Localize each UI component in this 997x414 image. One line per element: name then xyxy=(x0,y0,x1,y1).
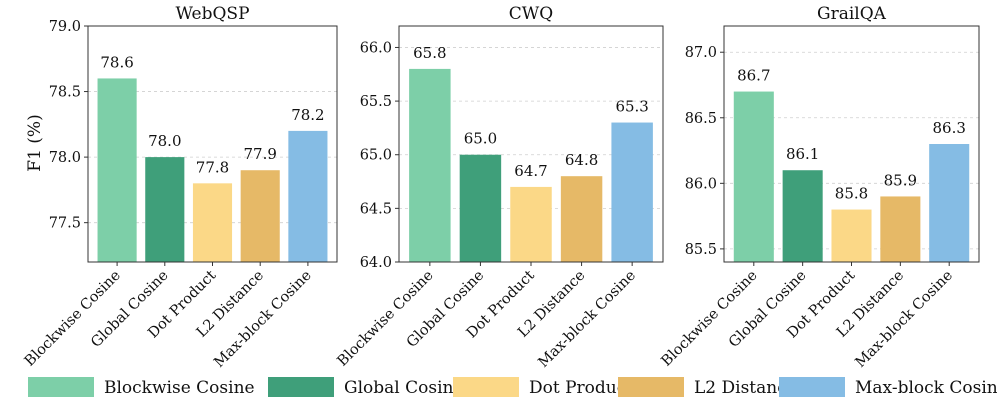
value-label: 85.9 xyxy=(884,171,917,189)
bar-global-cosine xyxy=(782,170,823,262)
x-tick-label: Max-block Cosine xyxy=(536,268,639,371)
legend-swatch xyxy=(453,377,519,397)
y-tick-label: 66.0 xyxy=(360,40,392,56)
legend-swatch xyxy=(268,377,334,397)
bar-blockwise-cosine xyxy=(97,78,137,262)
value-label: 65.3 xyxy=(615,98,648,116)
legend-label: Blockwise Cosine xyxy=(104,378,255,398)
value-label: 78.0 xyxy=(148,132,181,150)
x-tick-label: Max-block Cosine xyxy=(853,268,956,371)
legend-swatch xyxy=(28,377,94,397)
y-axis-label: F1 (%) xyxy=(25,114,45,171)
value-label: 78.2 xyxy=(291,106,324,124)
y-tick-label: 64.0 xyxy=(360,255,392,271)
y-tick-label: 86.0 xyxy=(685,176,717,192)
bar-max-block-cosine xyxy=(929,144,970,262)
bar-dot-product xyxy=(192,183,233,262)
legend-label: Dot Product xyxy=(529,378,633,398)
axes-frame xyxy=(398,25,664,263)
value-label: 86.7 xyxy=(737,67,770,85)
bar-blockwise-cosine xyxy=(409,68,451,262)
bar-dot-product xyxy=(510,186,552,262)
y-tick-label: 78.5 xyxy=(49,85,81,101)
bar-l2-distance xyxy=(880,196,921,262)
value-label: 85.8 xyxy=(835,185,868,203)
bar-global-cosine xyxy=(145,157,185,262)
y-tick-label: 86.5 xyxy=(685,111,717,127)
value-label: 65.0 xyxy=(464,130,497,148)
value-label: 86.3 xyxy=(932,119,965,137)
axes-frame xyxy=(723,25,980,263)
y-tick-label: 79.0 xyxy=(49,19,81,35)
value-label: 78.6 xyxy=(100,53,133,71)
bar-l2-distance xyxy=(240,170,280,262)
y-tick-label: 78.0 xyxy=(49,150,81,166)
legend-swatch xyxy=(618,377,684,397)
bar-global-cosine xyxy=(459,154,502,262)
y-tick-label: 77.5 xyxy=(49,216,81,232)
bar-blockwise-cosine xyxy=(733,91,774,262)
legend-label: L2 Distance xyxy=(694,378,797,398)
value-label: 65.8 xyxy=(413,44,446,62)
value-label: 64.8 xyxy=(565,151,598,169)
legend-swatch xyxy=(779,377,845,397)
legend-label: Max-block Cosine xyxy=(855,378,997,398)
panel-title: CWQ xyxy=(509,4,553,24)
panels: 77.5 78.0 78.5 79.0 78.6 Blockwise Cosine 78.0… xyxy=(22,4,980,371)
y-tick-label: 87.0 xyxy=(685,45,717,61)
y-tick-label: 65.5 xyxy=(360,94,392,110)
value-label: 77.8 xyxy=(196,158,229,176)
panel-grailqa: 85.5 86.0 86.5 87.0 86.7 Blockwise Cosine 86.1… xyxy=(658,4,980,371)
value-label: 86.1 xyxy=(786,145,819,163)
legend: Blockwise Cosine Global Cosine Dot Product… xyxy=(28,377,997,398)
bar-dot-product xyxy=(831,209,872,262)
bar-max-block-cosine xyxy=(611,122,653,262)
value-label: 64.7 xyxy=(514,162,547,180)
x-tick-label: Blockwise Cosine xyxy=(335,268,437,370)
bar-l2-distance xyxy=(560,176,603,262)
panel-title: WebQSP xyxy=(175,4,249,24)
x-tick-label: Max-block Cosine xyxy=(211,268,314,371)
y-tick-label: 64.5 xyxy=(360,201,392,217)
x-tick-label: Blockwise Cosine xyxy=(658,268,760,370)
axes-frame xyxy=(87,25,338,263)
panel-title: GrailQA xyxy=(817,4,887,24)
value-label: 77.9 xyxy=(243,145,276,163)
legend-label: Global Cosine xyxy=(344,378,464,398)
y-tick-label: 85.5 xyxy=(685,242,717,258)
y-tick-label: 65.0 xyxy=(360,148,392,164)
bar-max-block-cosine xyxy=(288,130,328,262)
panel-cwq: 64.0 64.5 65.0 65.5 66.0 65.8 Blockwise Cosine… xyxy=(335,4,664,371)
